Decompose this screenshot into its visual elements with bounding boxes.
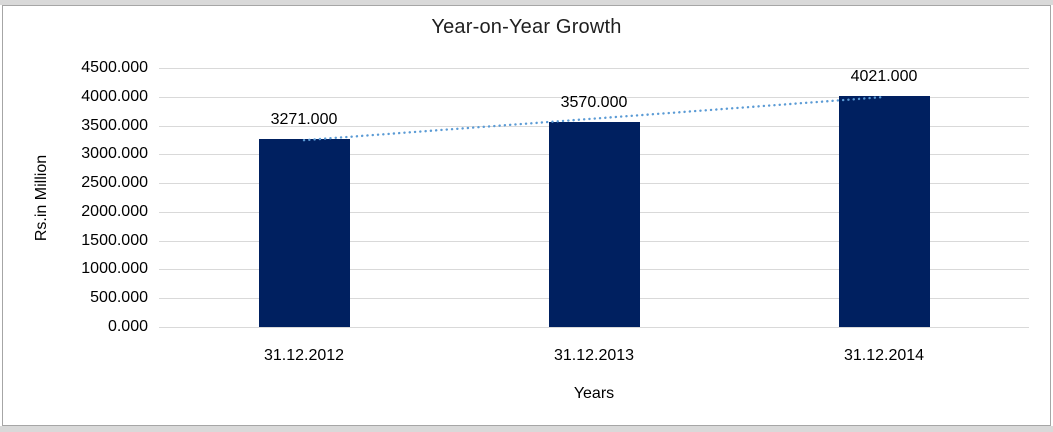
outer-band-bottom xyxy=(0,426,1053,432)
plot-area: 3271.000 3570.000 4021.000 xyxy=(159,67,1029,328)
y-tick-label: 2500.000 xyxy=(81,174,148,192)
x-axis-title: Years xyxy=(573,385,615,402)
data-label: 3271.000 xyxy=(270,110,338,128)
x-category-label: 31.12.2012 xyxy=(263,347,345,364)
outer-band-top xyxy=(0,0,1053,5)
y-tick-label: 1500.000 xyxy=(81,231,148,249)
bar xyxy=(258,138,350,327)
gridline xyxy=(159,68,1029,69)
gridline xyxy=(159,96,1029,98)
data-label: 4021.000 xyxy=(850,67,918,85)
trendline xyxy=(302,95,886,142)
y-tick-label: 4000.000 xyxy=(81,87,148,105)
y-tick-label: 3500.000 xyxy=(81,116,148,134)
y-tick-label: 3000.000 xyxy=(81,145,148,163)
y-tick-label: 2000.000 xyxy=(81,202,148,220)
x-category-label: 31.12.2014 xyxy=(843,347,925,364)
x-category-label: 31.12.2013 xyxy=(553,347,635,364)
bar xyxy=(838,95,930,327)
data-label: 3570.000 xyxy=(560,93,628,111)
chart-title: Year-on-Year Growth xyxy=(431,16,622,38)
y-tick-label: 1000.000 xyxy=(81,260,148,278)
y-tick-label: 4500.000 xyxy=(81,59,148,76)
gridline xyxy=(159,327,1029,328)
bar xyxy=(548,121,640,327)
y-tick-label: 500.000 xyxy=(90,289,148,307)
y-tick-label: 0.000 xyxy=(107,318,148,335)
